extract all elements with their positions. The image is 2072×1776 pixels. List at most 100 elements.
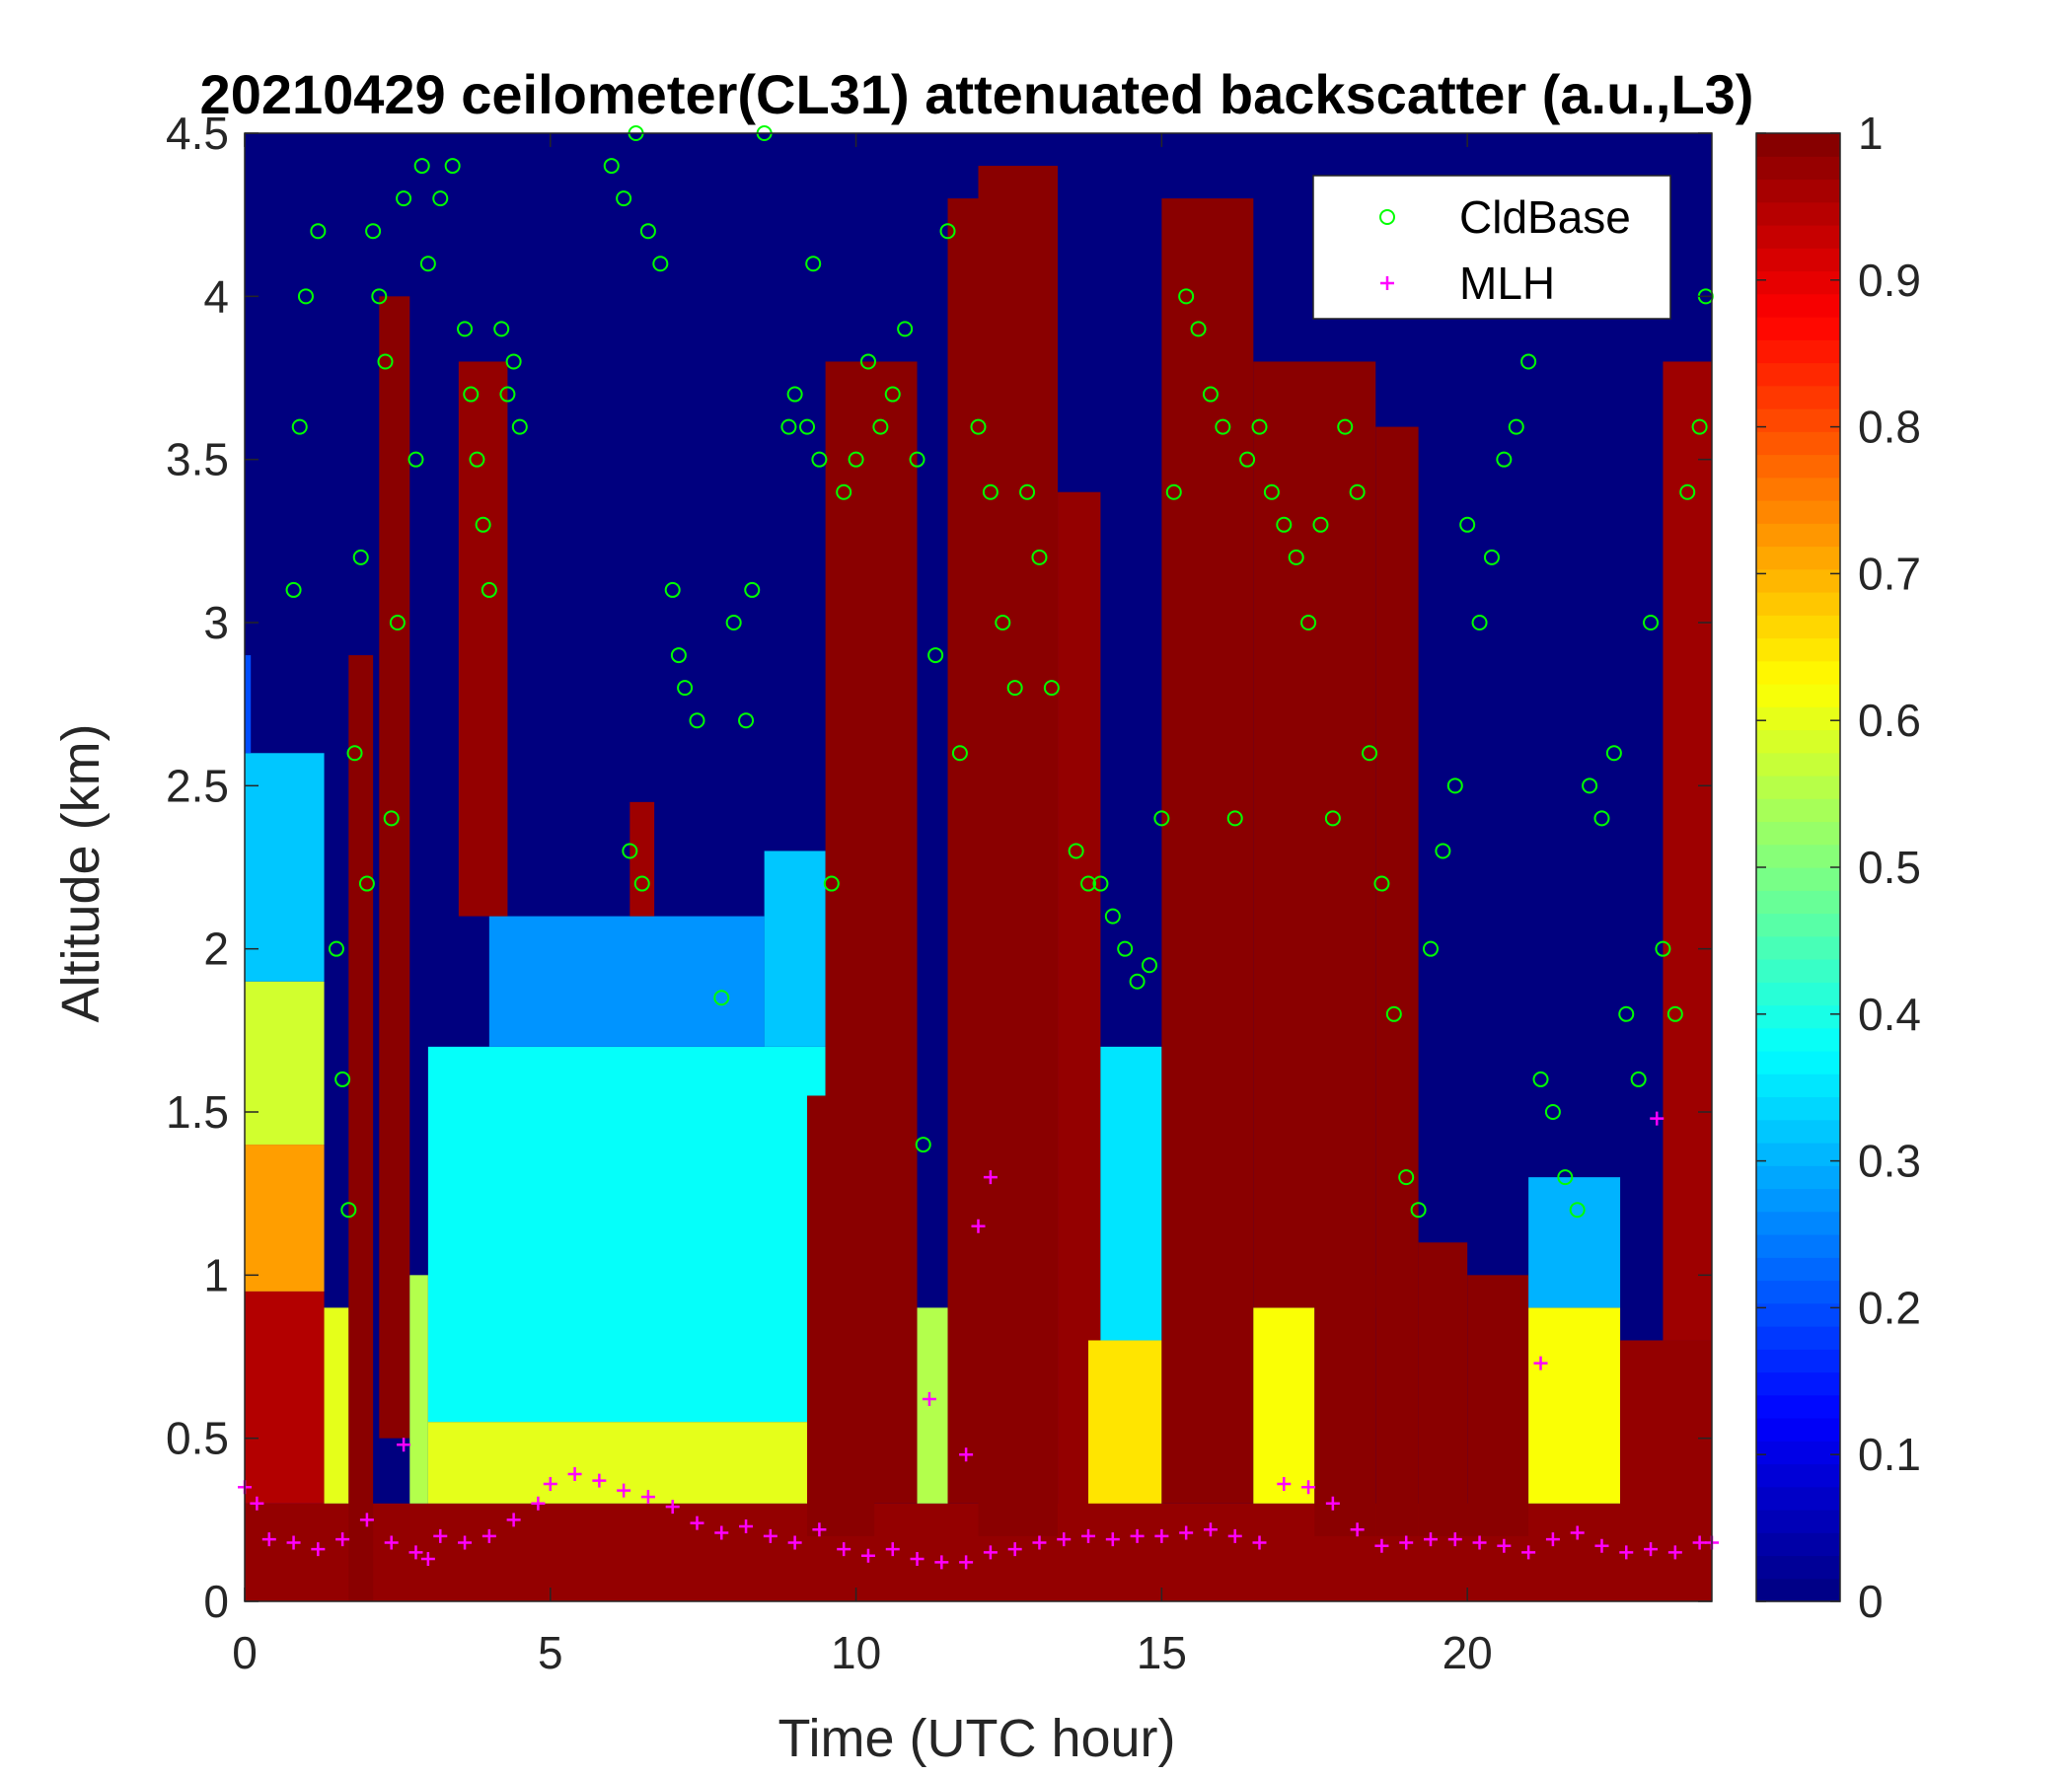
cldbase-point [499,386,516,403]
colorbar-segment [1756,1143,1840,1166]
mlh-point [311,1542,326,1557]
cldbase-point [652,256,669,272]
heatmap-cell [245,655,252,754]
plot-area [238,125,1719,1602]
colorbar-tick-label: 0.2 [1858,1282,1921,1333]
mlh-point [335,1532,350,1547]
colorbar-segment [1756,1257,1840,1282]
cldbase-point [786,386,803,403]
colorbar-tick-label: 0.9 [1858,255,1921,306]
cldbase-point [848,451,864,468]
cldbase-point [725,615,742,630]
cldbase-point [823,875,840,892]
heatmap-cell [245,1145,325,1292]
colorbar-segment [1756,592,1840,616]
cldbase-point [1263,483,1280,500]
mlh-point [1570,1525,1585,1540]
heatmap-cell [1528,1307,1621,1504]
heatmap-cell [825,361,918,1504]
mlh-point [739,1518,754,1533]
colorbar-tick-label: 1 [1858,108,1884,159]
series-mlh [238,1111,1719,1570]
cldbase-point [432,190,449,207]
mlh-point [1325,1496,1340,1511]
y-axis: 0 0.5 1 1.5 2 2.5 3 3.5 4 4.5 [166,108,1712,1627]
colorbar-segment [1756,1004,1840,1029]
mlh-point [860,1548,875,1563]
colorbar-segment [1756,1165,1840,1190]
y-tick-label: 4.5 [166,108,229,159]
mlh-point [1533,1356,1548,1370]
mlh-point [665,1500,680,1515]
colorbar-segment [1756,706,1840,731]
mlh-point [384,1535,399,1550]
colorbar-segment [1756,1302,1840,1327]
mlh-point [567,1467,582,1482]
cldbase-point [475,516,491,533]
x-tick-label: 10 [831,1627,881,1678]
heatmap-cell [488,916,765,1047]
heatmap-cell [1375,426,1419,1536]
mlh-point [543,1476,557,1491]
cldbase-point [358,875,375,892]
mlh-point [640,1490,655,1505]
cldbase-point [1043,680,1060,697]
mlh-point [481,1528,496,1543]
cldbase-point [622,843,638,859]
plot-border [244,132,1713,1602]
colorbar-segment [1756,293,1840,318]
cldbase-point [1362,745,1378,762]
mlh-point [1667,1545,1682,1560]
colorbar-segment [1756,1418,1840,1442]
colorbar-segment [1756,615,1840,639]
colorbar-segment [1756,156,1840,181]
mlh-point [1105,1532,1120,1547]
cldbase-point [909,451,925,468]
cldbase-point [1129,973,1146,990]
cldbase-point [1337,418,1354,435]
colorbar-segment [1756,1073,1840,1098]
cldbase-point [1410,1202,1427,1219]
heatmap-cell [409,1275,428,1504]
colorbar-segment [1756,1532,1840,1557]
cldbase-point [744,581,761,598]
cldbase-point [915,1137,931,1153]
cldbase-point [677,680,694,697]
mlh-point [1423,1532,1438,1547]
mlh-point [763,1528,777,1543]
cldbase-point [1630,1071,1647,1087]
mlh-point [1619,1545,1634,1560]
mlh-point [1301,1480,1316,1495]
mlh-point [1179,1525,1194,1540]
x-tick-label: 20 [1443,1627,1493,1678]
mlh-point [1521,1545,1536,1560]
chart-title: 20210429 ceilometer(CL31) attenuated bac… [200,63,1754,125]
cldbase-point [811,451,828,468]
cldbase-point [1557,1169,1574,1186]
cldbase-point [738,712,755,729]
cldbase-point [1006,680,1023,697]
cldbase-point [407,451,424,468]
colorbar-segment [1756,1234,1840,1258]
mlh-point [617,1483,631,1498]
colorbar-segment [1756,1510,1840,1533]
cldbase-point [1679,483,1696,500]
cldbase-point [1141,957,1157,974]
heatmap-cell [348,655,374,1601]
x-tick-label: 5 [538,1627,563,1678]
mlh-point [433,1528,448,1543]
cldbase-point [1165,483,1182,500]
mlh-point [261,1532,276,1547]
cldbase-point [1643,615,1660,630]
mlh-point [1692,1535,1707,1550]
cldbase-point [1349,483,1366,500]
cldbase-point [463,386,480,403]
mlh-point [1203,1522,1218,1537]
mlh-point [983,1170,998,1185]
cldbase-point [1080,875,1097,892]
colorbar-segment [1756,1096,1840,1121]
cldbase-point [1288,549,1304,565]
colorbar-segment [1756,408,1840,432]
cldbase-point [457,321,474,337]
colorbar-segment [1756,660,1840,685]
